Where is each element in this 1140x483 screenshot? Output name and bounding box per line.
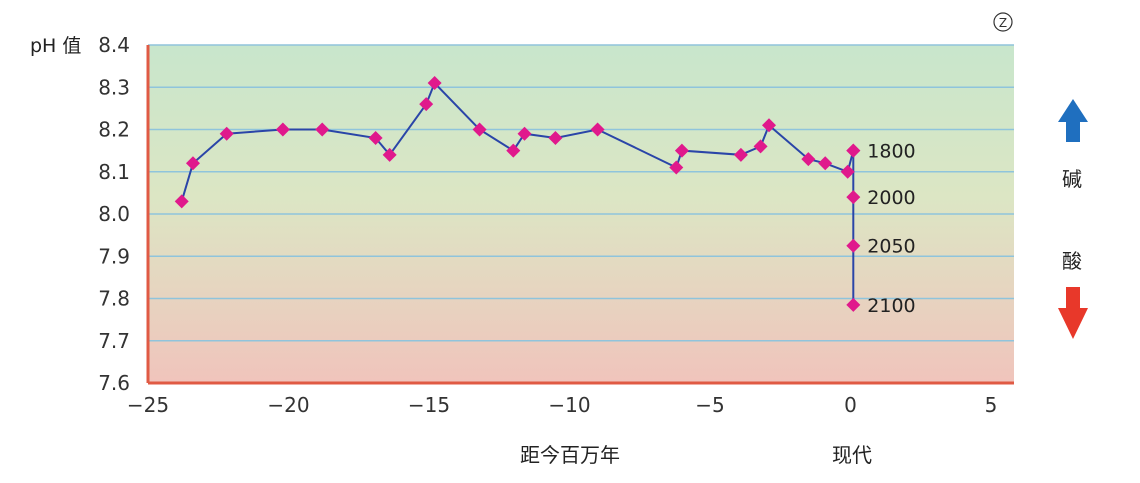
y-tick-label: 8.3 [98,75,130,99]
data-point [590,122,605,137]
y-axis-title: pH 值 [30,35,81,57]
data-point [846,238,861,253]
year-annotation: 1800 [867,141,915,163]
y-tick-label: 8.0 [98,202,130,226]
x-tick-label: 5 [985,393,998,417]
data-point [174,194,189,209]
x-tick-label: 0 [844,393,857,417]
y-tick-labels: 7.6 7.7 7.8 7.9 8.0 8.1 8.2 8.3 8.4 [98,33,130,395]
data-point [548,130,563,145]
y-tick-label: 8.2 [98,118,130,142]
data-point [674,143,689,158]
data-point [185,156,200,171]
year-annotation: 2050 [867,236,915,258]
acid-label: 酸 [1062,249,1082,273]
gridlines [148,44,1014,342]
data-point [801,152,816,167]
x-tick-label: −10 [548,393,590,417]
y-tick-label: 7.8 [98,287,130,311]
acid-indicator: 酸 [1058,249,1088,339]
data-point [818,156,833,171]
alkaline-label: 碱 [1062,167,1082,191]
data-point [382,147,397,162]
year-annotation: 2000 [867,187,915,209]
data-series [174,76,861,312]
y-tick-label: 7.6 [98,371,130,395]
data-point [753,139,768,154]
x-tick-label: −25 [127,393,169,417]
y-tick-label: 7.7 [98,329,130,353]
data-point [219,126,234,141]
down-arrow-icon [1058,287,1088,339]
data-point [733,147,748,162]
badge-letter: Z [999,16,1007,30]
y-tick-label: 7.9 [98,244,130,268]
data-point [419,97,434,112]
data-point [846,297,861,312]
up-arrow-icon [1058,99,1088,142]
alkaline-indicator: 碱 [1058,99,1088,191]
x-tick-label: −20 [267,393,309,417]
data-point [517,126,532,141]
data-point [472,122,487,137]
x-axis-title: 距今百万年 [520,443,620,467]
badge: Z [993,12,1013,32]
data-point [315,122,330,137]
x-axis-now-label: 现代 [832,443,872,467]
x-tick-labels: −25 −20 −15 −10 −5 0 5 [127,393,997,417]
y-tick-label: 8.1 [98,160,130,184]
year-annotation: 2100 [867,295,915,317]
y-tick-label: 8.4 [98,33,130,57]
data-point [846,143,861,158]
year-annotations: 1800 2000 2050 2100 [867,141,915,317]
data-point [368,130,383,145]
data-point [506,143,521,158]
data-point [846,190,861,205]
data-point [762,118,777,133]
x-tick-label: −15 [408,393,450,417]
data-point [427,76,442,91]
data-point [275,122,290,137]
data-point [840,164,855,179]
x-tick-label: −5 [695,393,724,417]
data-point [669,160,684,175]
